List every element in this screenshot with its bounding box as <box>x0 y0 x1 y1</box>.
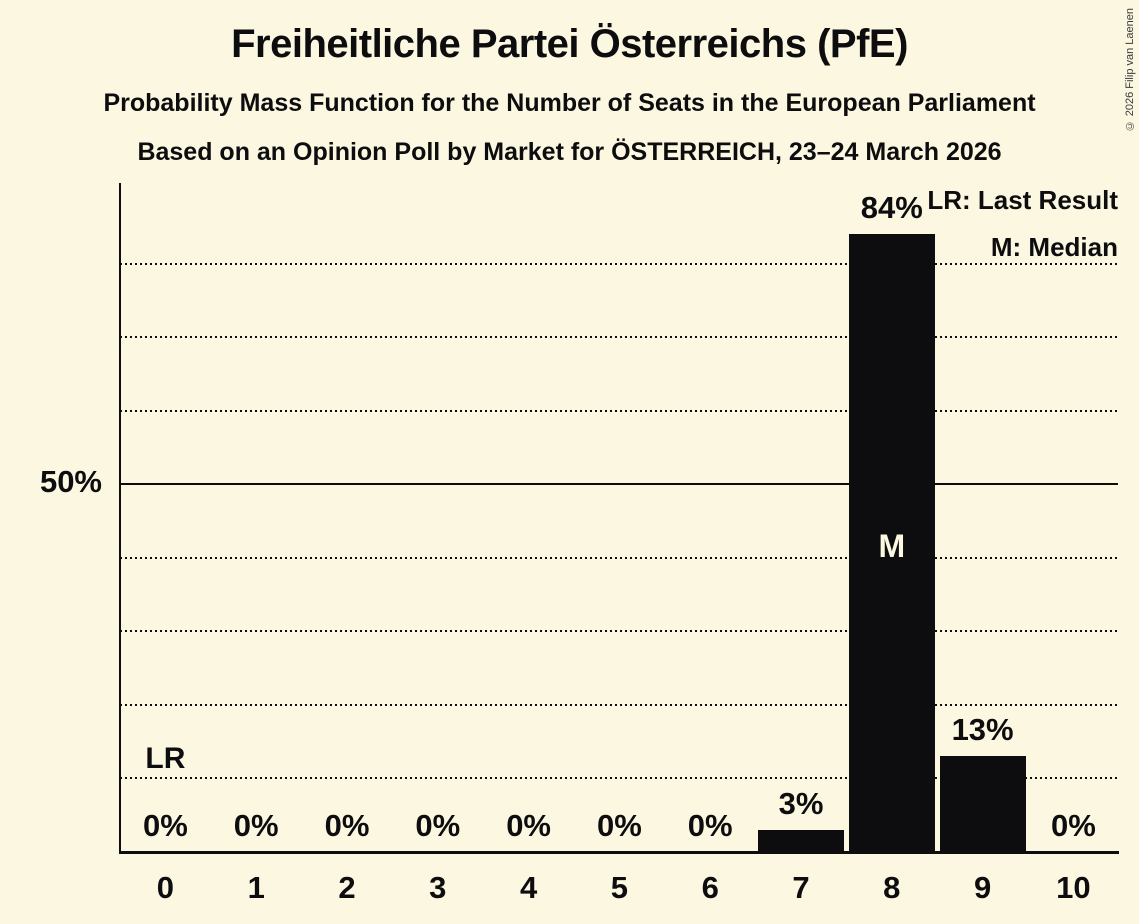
gridline-20pct <box>120 703 1118 706</box>
x-tick-label: 0 <box>156 870 175 905</box>
gridline-70pct <box>120 336 1118 339</box>
gridline-50pct <box>120 483 1118 486</box>
chart-source-line: Based on an Opinion Poll by Market for Ö… <box>137 138 1002 166</box>
bar-value-label: 0% <box>324 808 370 843</box>
bar-value-label: 0% <box>596 808 642 843</box>
gridline-80pct <box>120 262 1118 265</box>
x-tick-label: 8 <box>883 870 901 905</box>
x-axis-line <box>119 851 1119 854</box>
x-tick-label: 6 <box>701 870 719 905</box>
x-tick-label: 9 <box>973 870 992 905</box>
x-tick-label: 5 <box>610 870 629 905</box>
bar-seat-7 <box>758 829 844 852</box>
bar-value-label: 0% <box>687 808 733 843</box>
gridline-30pct <box>120 630 1118 633</box>
y-axis-line <box>119 183 121 854</box>
last-result-annotation: LR <box>145 742 186 775</box>
x-tick-label: 2 <box>338 870 356 905</box>
bar-value-label: 0% <box>506 808 551 843</box>
bar-value-label: 3% <box>778 785 824 821</box>
x-tick-label: 4 <box>519 870 538 905</box>
y-axis-tick-label: 50% <box>39 464 102 499</box>
gridline-10pct <box>120 777 1118 780</box>
chart-title: Freiheitliche Partei Österreichs (PfE) <box>231 22 908 66</box>
x-tick-label: 3 <box>429 870 447 905</box>
legend-last-result: LR: Last Result <box>927 185 1118 215</box>
bar-value-label: 0% <box>415 808 461 843</box>
bar-seat-8 <box>848 234 935 852</box>
x-tick-label: 10 <box>1056 870 1091 905</box>
x-tick-label: 1 <box>247 870 265 905</box>
gridline-60pct <box>120 409 1118 412</box>
bar-value-label: 0% <box>233 808 279 843</box>
chart-subtitle: Probability Mass Function for the Number… <box>103 89 1036 117</box>
legend-median: M: Median <box>990 232 1118 262</box>
bar-value-label: 84% <box>860 190 923 226</box>
median-annotation: M <box>878 528 906 564</box>
gridline-40pct <box>120 556 1118 559</box>
bar-value-label: 0% <box>1050 808 1096 843</box>
bar-seat-9 <box>939 756 1026 852</box>
bar-value-label: 0% <box>142 808 188 843</box>
bar-value-label: 13% <box>951 712 1014 748</box>
x-tick-label: 7 <box>792 870 810 905</box>
